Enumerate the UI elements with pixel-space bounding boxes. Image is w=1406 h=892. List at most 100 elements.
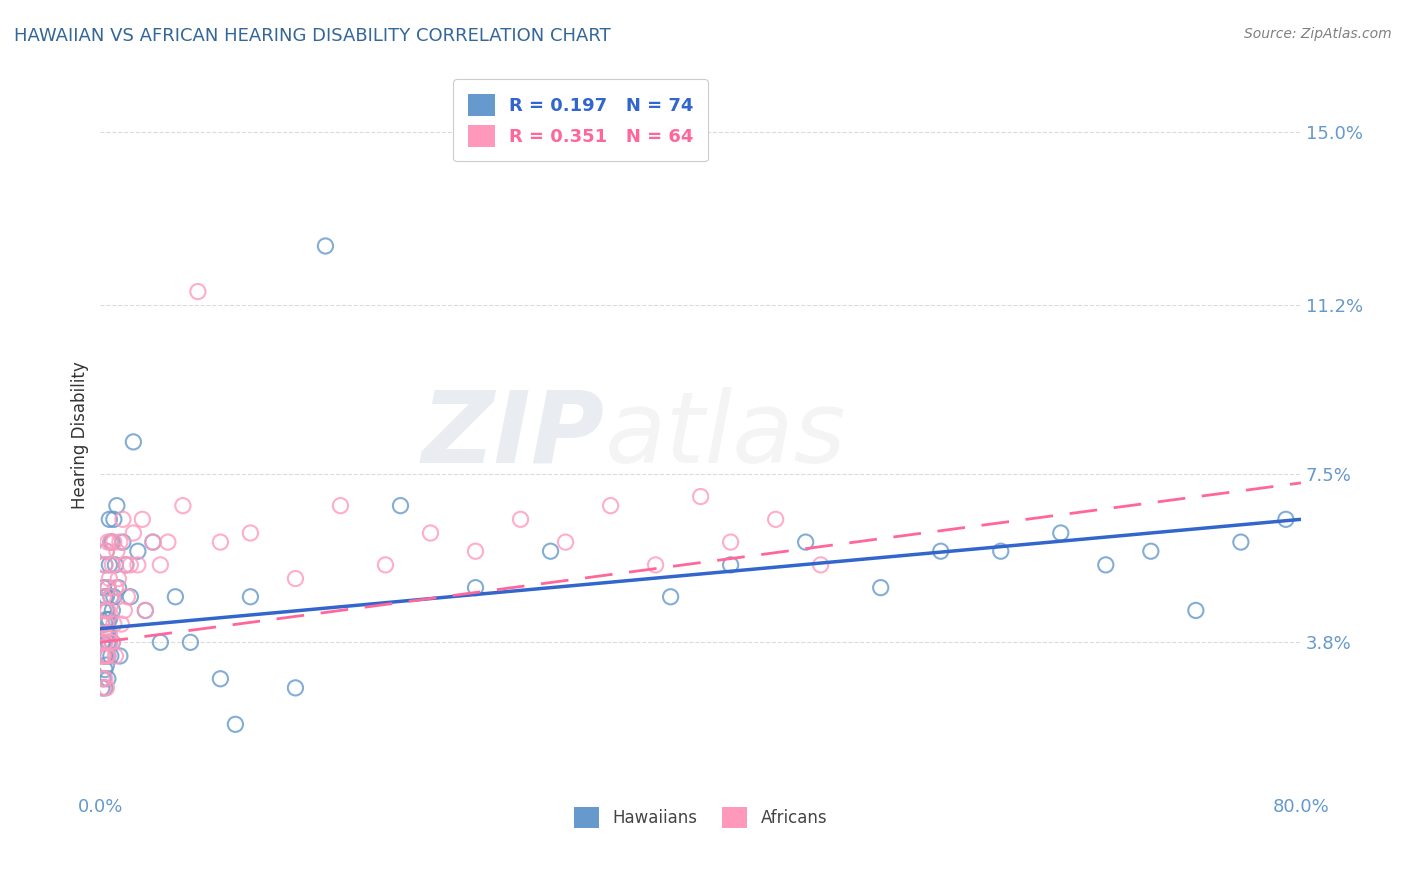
Y-axis label: Hearing Disability: Hearing Disability <box>72 361 89 509</box>
Point <box>101 558 124 572</box>
Point <box>134 603 156 617</box>
Point <box>1230 535 1253 549</box>
Point <box>374 558 396 572</box>
Point <box>115 558 138 572</box>
Point <box>97 635 120 649</box>
Point <box>314 239 336 253</box>
Legend: Hawaiians, Africans: Hawaiians, Africans <box>567 801 834 834</box>
Point <box>101 635 124 649</box>
Point <box>98 512 121 526</box>
Point <box>101 635 124 649</box>
Point <box>105 499 128 513</box>
Point <box>105 544 128 558</box>
Point <box>104 581 127 595</box>
Point <box>1185 603 1208 617</box>
Point <box>97 603 120 617</box>
Point <box>464 581 486 595</box>
Point <box>110 617 132 632</box>
Point <box>142 535 165 549</box>
Point <box>172 499 194 513</box>
Text: HAWAIIAN VS AFRICAN HEARING DISABILITY CORRELATION CHART: HAWAIIAN VS AFRICAN HEARING DISABILITY C… <box>14 27 610 45</box>
Point <box>209 672 232 686</box>
Point <box>554 535 576 549</box>
Point <box>104 558 127 572</box>
Point <box>720 558 742 572</box>
Point <box>107 581 129 595</box>
Point <box>94 558 117 572</box>
Point <box>93 681 115 695</box>
Point <box>90 617 112 632</box>
Point <box>1094 558 1116 572</box>
Point <box>97 672 120 686</box>
Point <box>209 535 232 549</box>
Point <box>127 558 149 572</box>
Point <box>111 535 134 549</box>
Text: Source: ZipAtlas.com: Source: ZipAtlas.com <box>1244 27 1392 41</box>
Point <box>112 603 135 617</box>
Point <box>111 512 134 526</box>
Point <box>117 590 139 604</box>
Point <box>134 603 156 617</box>
Point <box>120 558 142 572</box>
Point <box>464 544 486 558</box>
Point <box>98 635 121 649</box>
Point <box>284 681 307 695</box>
Point <box>122 526 145 541</box>
Point <box>90 617 112 632</box>
Point <box>96 613 118 627</box>
Point <box>90 648 112 663</box>
Point <box>94 635 117 649</box>
Point <box>94 663 117 677</box>
Point <box>98 572 121 586</box>
Point <box>90 635 112 649</box>
Point <box>96 617 118 632</box>
Point <box>96 626 118 640</box>
Point <box>93 648 115 663</box>
Text: atlas: atlas <box>605 386 846 483</box>
Text: ZIP: ZIP <box>422 386 605 483</box>
Point <box>100 590 122 604</box>
Point <box>97 613 120 627</box>
Point <box>96 658 118 673</box>
Point <box>103 617 125 632</box>
Point <box>239 590 262 604</box>
Point <box>1140 544 1163 558</box>
Point <box>419 526 441 541</box>
Point <box>94 672 117 686</box>
Point <box>100 535 122 549</box>
Point <box>540 544 562 558</box>
Point <box>94 648 117 663</box>
Point <box>389 499 412 513</box>
Point <box>93 590 115 604</box>
Point <box>100 648 122 663</box>
Point <box>96 648 118 663</box>
Point <box>1049 526 1071 541</box>
Point <box>94 603 117 617</box>
Point <box>689 490 711 504</box>
Point <box>156 535 179 549</box>
Point <box>90 681 112 695</box>
Point <box>990 544 1012 558</box>
Point <box>96 544 118 558</box>
Point <box>93 635 115 649</box>
Point <box>97 535 120 549</box>
Point <box>96 681 118 695</box>
Point <box>93 603 115 617</box>
Point <box>794 535 817 549</box>
Point <box>187 285 209 299</box>
Point <box>96 590 118 604</box>
Point <box>90 672 112 686</box>
Point <box>100 535 122 549</box>
Point <box>98 635 121 649</box>
Point <box>108 648 131 663</box>
Point <box>97 648 120 663</box>
Point <box>100 590 122 604</box>
Point <box>93 581 115 595</box>
Point <box>659 590 682 604</box>
Point <box>869 581 891 595</box>
Point <box>98 613 121 627</box>
Point <box>94 558 117 572</box>
Point <box>103 535 125 549</box>
Point <box>97 648 120 663</box>
Point <box>810 558 832 572</box>
